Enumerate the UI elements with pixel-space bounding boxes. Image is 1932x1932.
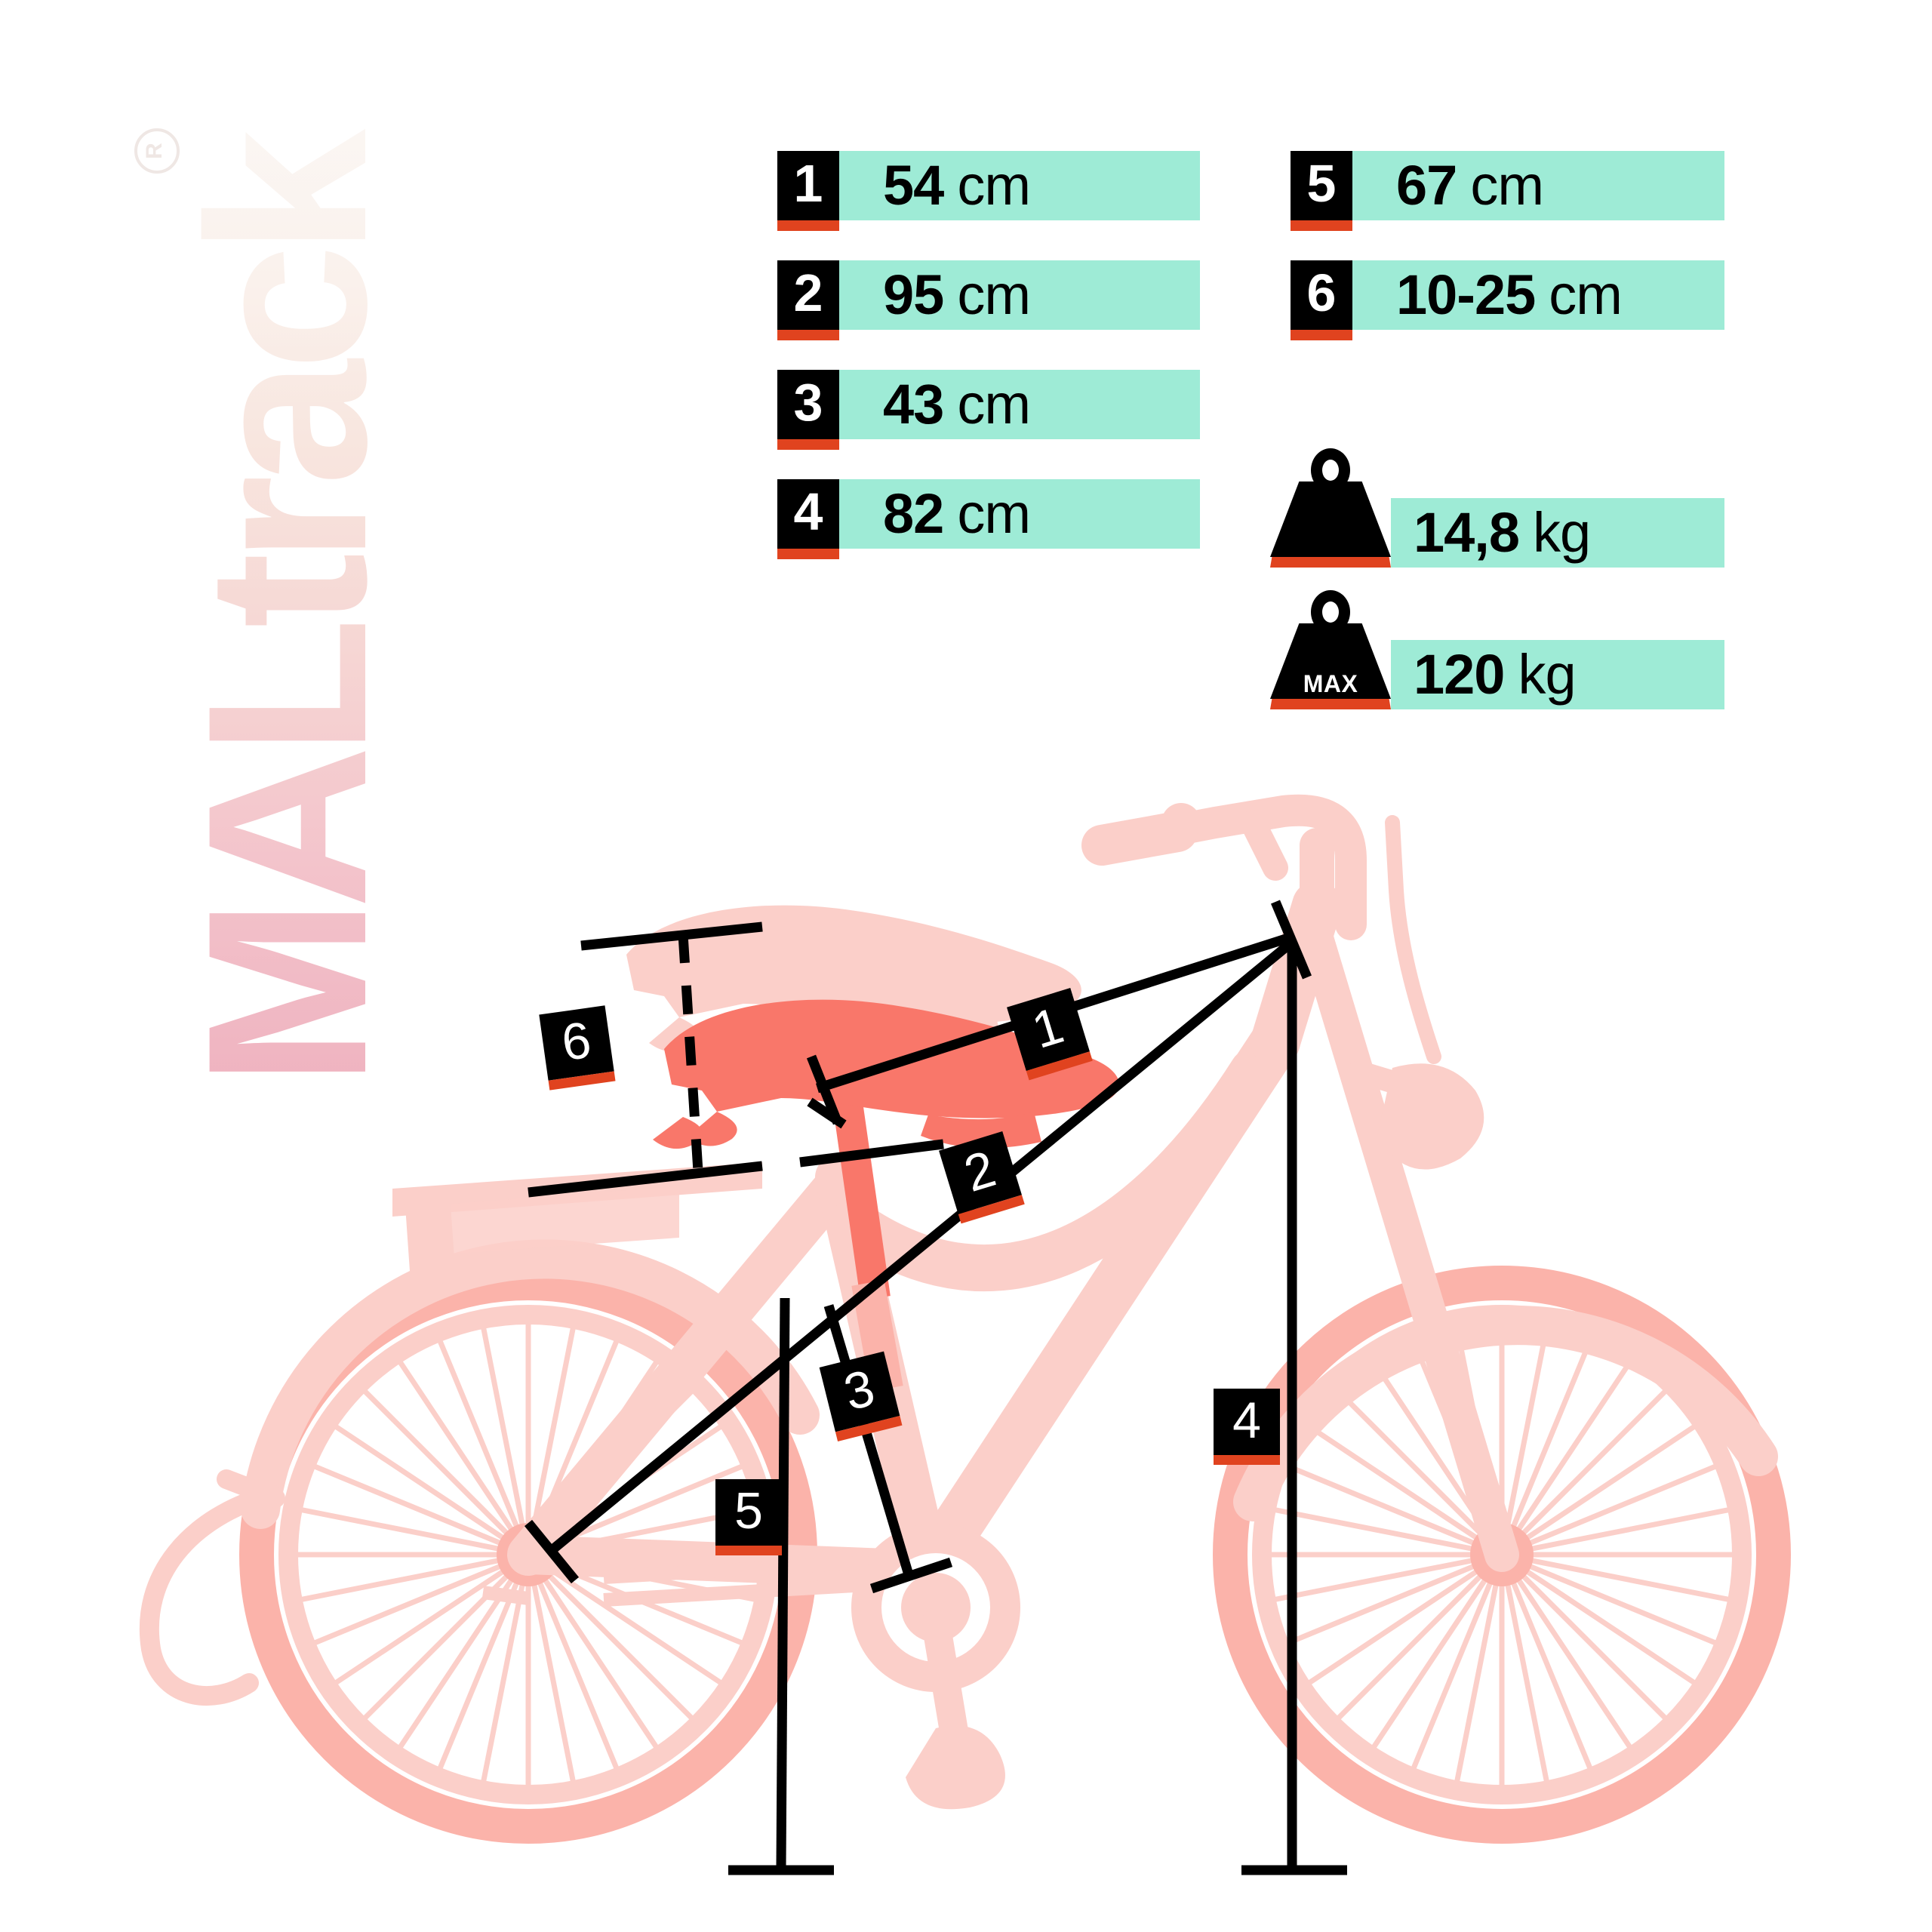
spec-row-5: 5 67 cm — [1291, 151, 1724, 231]
spec-number-badge-4: 4 — [777, 479, 839, 559]
spec-row-4: 4 82 cm — [777, 479, 1200, 559]
spec-value-6: 10-25 cm — [1352, 260, 1724, 330]
spec-row-1: 1 54 cm — [777, 151, 1200, 231]
dim-line-3 — [823, 1304, 915, 1579]
weight-value-max-load: 120 kg — [1391, 640, 1724, 709]
spec-value-unit-5: cm — [1470, 154, 1544, 217]
spec-value-unit-3: cm — [957, 373, 1031, 435]
seat-clamp-tick — [807, 1097, 847, 1129]
weight-base-accent — [1270, 557, 1391, 568]
spec-value-5: 67 cm — [1352, 151, 1724, 220]
dim-line-5 — [776, 1297, 790, 1869]
weight-row-product: 14,8 kg — [1270, 448, 1724, 568]
weight-value-unit-product: kg — [1533, 501, 1591, 564]
callout-tag-5: 5 — [715, 1479, 782, 1555]
spec-value-1: 54 cm — [839, 151, 1200, 220]
weight-value-number-max: 120 — [1414, 643, 1505, 706]
weight-body — [1270, 481, 1391, 557]
front-light — [1377, 1063, 1484, 1170]
dim-line-6-dashed — [678, 934, 703, 1172]
spec-value-unit-1: cm — [957, 154, 1031, 217]
weight-icon-max: MAX — [1270, 590, 1391, 709]
spec-value-2: 95 cm — [839, 260, 1200, 330]
spec-row-2: 2 95 cm — [777, 260, 1200, 340]
weight-handle-ring — [1311, 448, 1350, 492]
spec-value-unit-4: cm — [957, 482, 1031, 545]
spec-value-number-5: 67 — [1396, 154, 1457, 217]
spec-value-number-2: 95 — [883, 263, 944, 326]
spec-value-3: 43 cm — [839, 370, 1200, 439]
brand-name: MALtrack — [128, 106, 445, 1087]
weight-icon-label-max: MAX — [1303, 670, 1358, 697]
dim-line-2 — [547, 939, 1294, 1555]
weight-value-unit-max: kg — [1518, 643, 1576, 706]
spec-number-badge-6: 6 — [1291, 260, 1352, 340]
callout-tag-4: 4 — [1214, 1389, 1280, 1465]
spec-value-4: 82 cm — [839, 479, 1200, 549]
spec-value-number-1: 54 — [883, 154, 944, 217]
spec-value-number-3: 43 — [883, 373, 944, 435]
rear-accessories — [139, 1469, 285, 1706]
weight-value-product: 14,8 kg — [1391, 498, 1724, 568]
spec-value-unit-2: cm — [957, 263, 1031, 326]
spec-value-unit-6: cm — [1549, 263, 1623, 326]
brand-logo-watermark: R MALtrack — [128, 113, 445, 1094]
spec-number-badge-3: 3 — [777, 370, 839, 450]
weight-row-max-load: MAX 120 kg — [1270, 590, 1724, 709]
saddle-lowered — [653, 999, 1119, 1149]
spec-row-6: 6 10-25 cm — [1291, 260, 1724, 340]
spec-value-number-6: 10-25 — [1396, 263, 1536, 326]
weight-base-accent-max — [1270, 699, 1391, 709]
spec-number-badge-1: 1 — [777, 151, 839, 231]
weight-value-number-product: 14,8 — [1414, 501, 1520, 564]
seatpost — [830, 1084, 891, 1300]
spec-number-badge-5: 5 — [1291, 151, 1352, 231]
handlebar — [1081, 794, 1441, 1064]
spec-row-3: 3 43 cm — [777, 370, 1200, 450]
callout-tag-6: 6 — [539, 1005, 614, 1081]
weight-icon — [1270, 448, 1391, 568]
spec-number-badge-2: 2 — [777, 260, 839, 340]
spec-value-number-4: 82 — [883, 482, 944, 545]
